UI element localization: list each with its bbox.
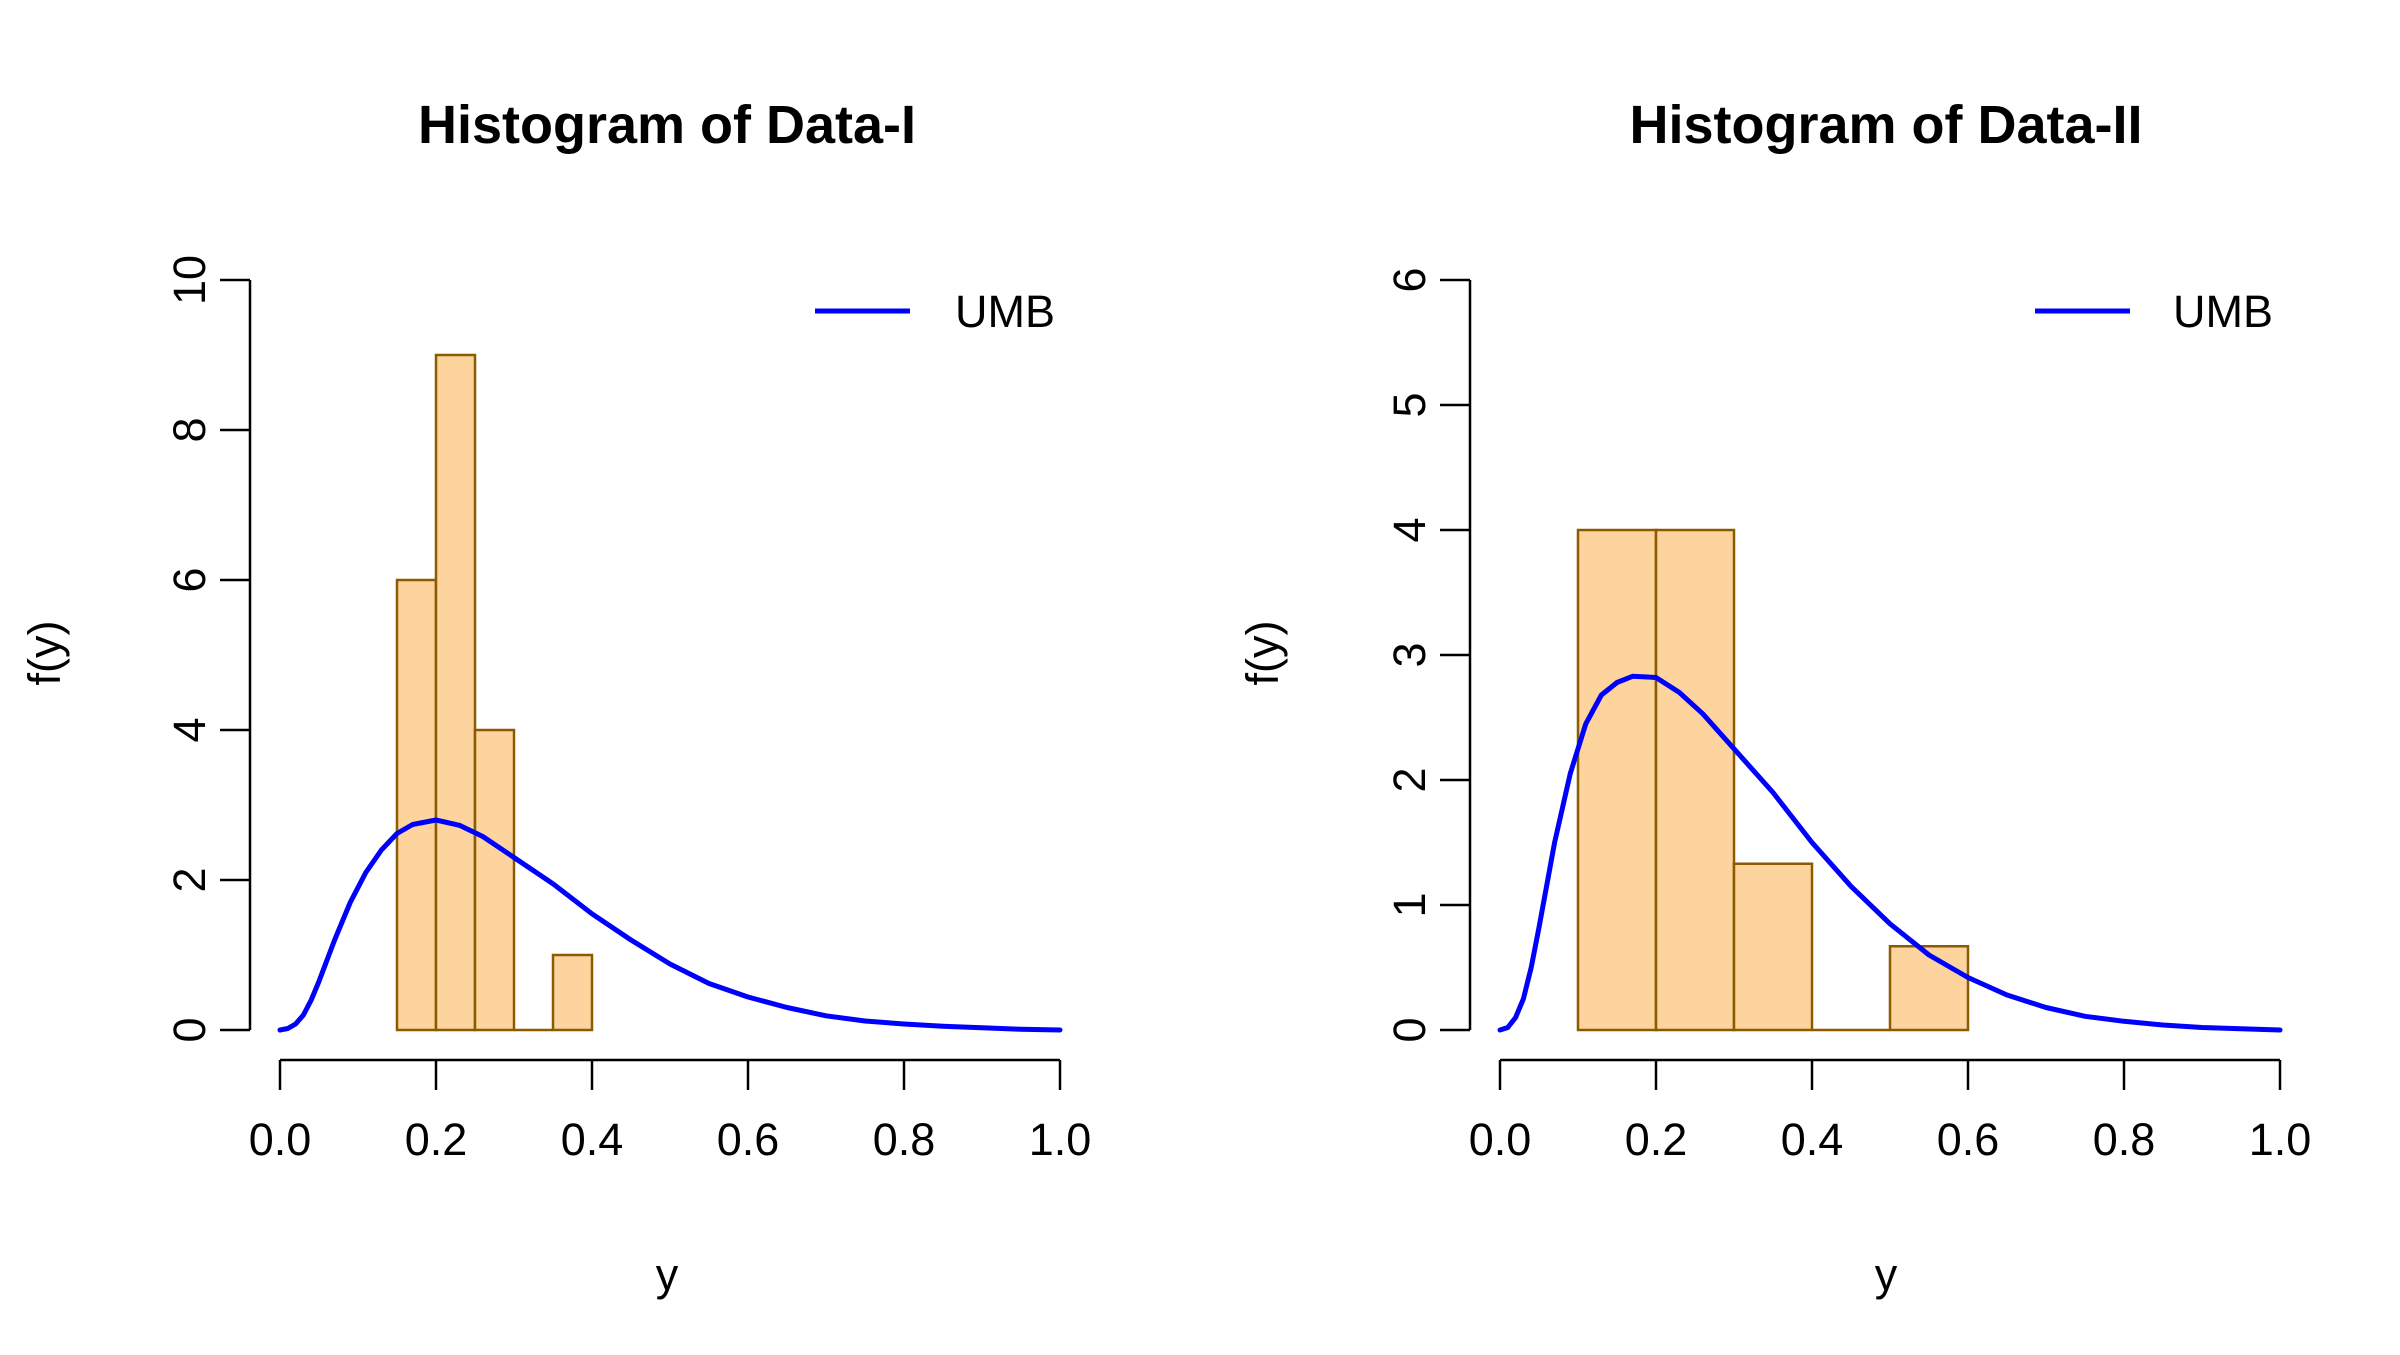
umb-density-line — [1497, 673, 2283, 1033]
histogram-bar — [395, 578, 438, 1032]
x-tick-label: 0.8 — [2093, 1114, 2156, 1165]
histogram-bar — [434, 353, 477, 1032]
y-tick-label: 0 — [1384, 1017, 1435, 1042]
y-tick-label: 4 — [164, 717, 215, 742]
legend: UMB — [2035, 286, 2273, 337]
x-tick-label: 0.8 — [873, 1114, 936, 1165]
y-tick-label: 5 — [1384, 392, 1435, 417]
x-tick-label: 0.6 — [1937, 1114, 2000, 1165]
x-tick-label: 0.0 — [1469, 1114, 1532, 1165]
legend: UMB — [815, 286, 1055, 337]
x-tick-label: 0.4 — [1781, 1114, 1844, 1165]
y-tick-label: 0 — [164, 1017, 215, 1042]
histogram-bar — [473, 728, 516, 1032]
umb-density-line — [277, 817, 1063, 1033]
chart-panel-data-ii: Histogram of Data-II 0.0 0.2 0.4 0.6 0.8 1.0 … — [1237, 95, 2311, 1300]
x-tick-label: 0.0 — [249, 1114, 312, 1165]
legend-entry-umb: UMB — [955, 286, 1055, 337]
chart-title: Histogram of Data-II — [1629, 95, 2142, 155]
histogram-bar — [1576, 528, 1658, 1032]
y-axis: 0 1 2 3 4 5 6 — [1384, 267, 1472, 1043]
y-tick-label: 6 — [1384, 267, 1435, 292]
x-tick-label: 0.6 — [717, 1114, 780, 1165]
histogram-bars — [395, 353, 594, 1032]
y-tick-label: 10 — [164, 255, 215, 305]
y-axis-label: f(y) — [19, 621, 70, 686]
x-axis-label: y — [656, 1249, 679, 1300]
x-axis: 0.0 0.2 0.4 0.6 0.8 1.0 — [1469, 1058, 2312, 1165]
x-tick-label: 1.0 — [2249, 1114, 2312, 1165]
histogram-bar — [1888, 945, 1970, 1032]
y-tick-label: 8 — [164, 417, 215, 442]
x-axis: 0.0 0.2 0.4 0.6 0.8 1.0 — [249, 1058, 1092, 1165]
y-tick-label: 2 — [1384, 767, 1435, 792]
histogram-bars — [1576, 528, 1970, 1032]
y-tick-label: 6 — [164, 567, 215, 592]
density-curve-group — [1497, 673, 2283, 1033]
x-tick-label: 0.2 — [405, 1114, 468, 1165]
x-tick-label: 0.4 — [561, 1114, 624, 1165]
y-tick-label: 2 — [164, 867, 215, 892]
histogram-bar — [1732, 862, 1814, 1032]
y-tick-label: 4 — [1384, 517, 1435, 542]
x-tick-label: 0.2 — [1625, 1114, 1688, 1165]
histogram-bar — [1654, 528, 1736, 1032]
x-tick-label: 1.0 — [1029, 1114, 1092, 1165]
y-axis-label: f(y) — [1237, 621, 1288, 686]
y-axis: 0 2 4 6 8 10 — [164, 255, 252, 1043]
chart-panel-data-i: Histogram of Data-I 0.0 0.2 0.4 0.6 0.8 1.0 0… — [19, 95, 1091, 1300]
y-tick-label: 1 — [1384, 892, 1435, 917]
y-tick-label: 3 — [1384, 642, 1435, 667]
density-curve-group — [277, 817, 1063, 1033]
x-axis-label: y — [1875, 1249, 1898, 1300]
legend-entry-umb: UMB — [2173, 286, 2273, 337]
chart-title: Histogram of Data-I — [418, 95, 916, 155]
histogram-bar — [551, 953, 594, 1032]
